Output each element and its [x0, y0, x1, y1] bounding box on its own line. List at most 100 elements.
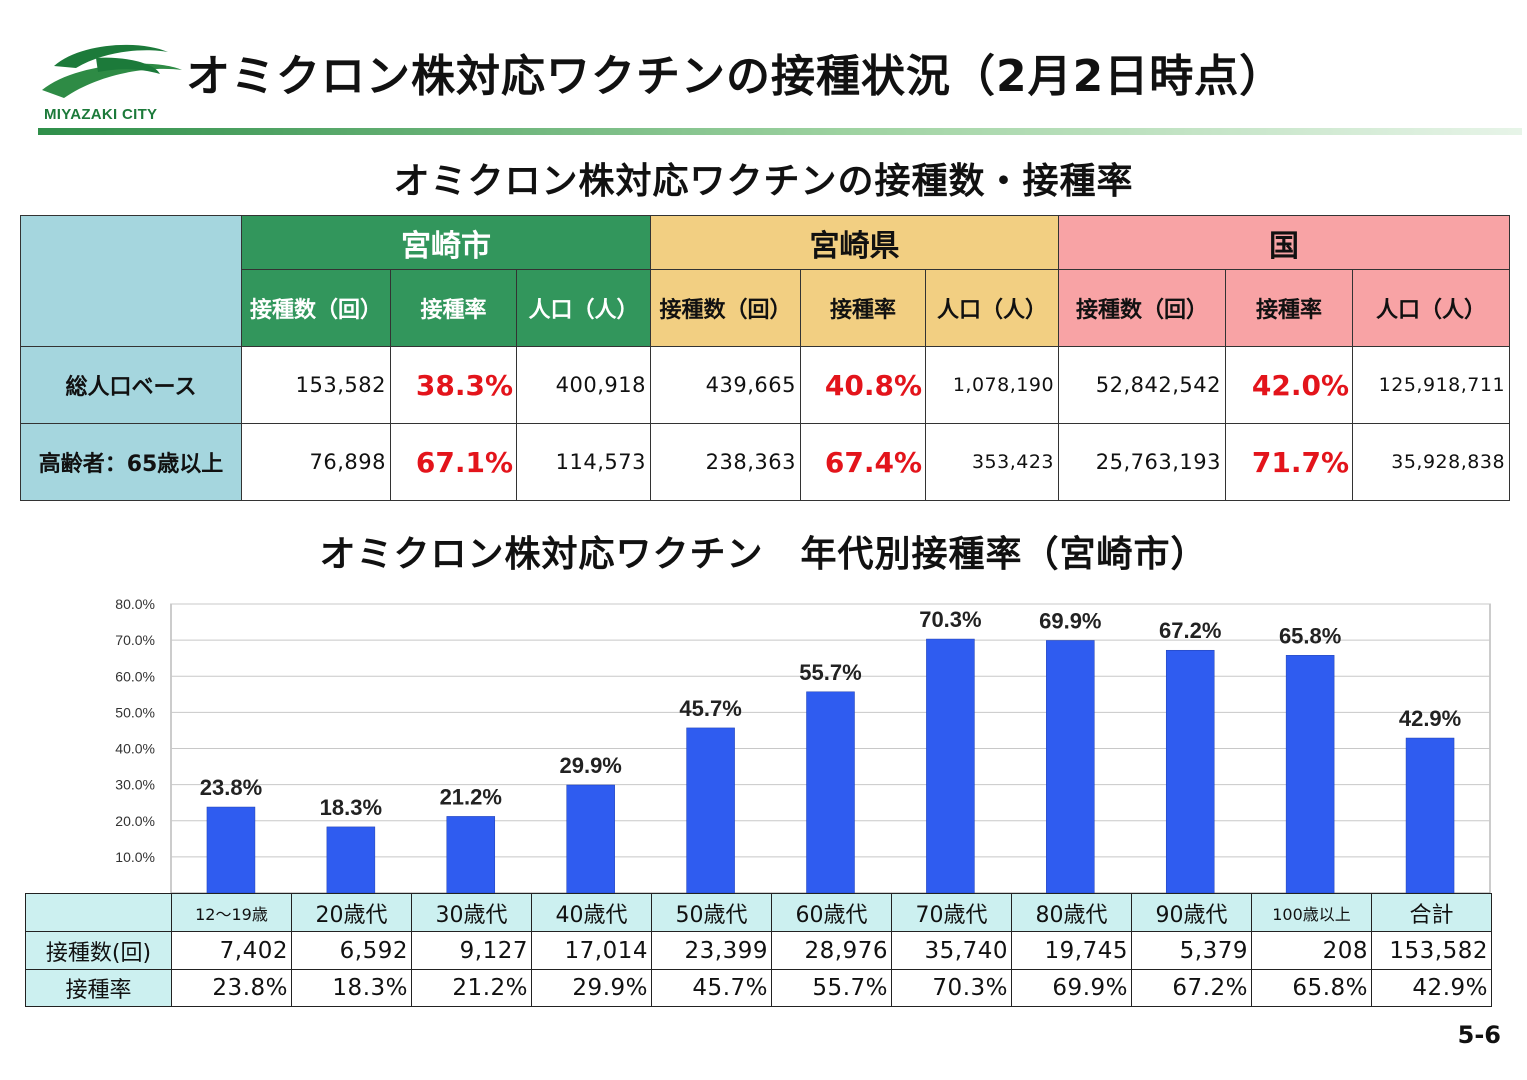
- title-divider: [38, 128, 1522, 135]
- bar: [1046, 640, 1095, 894]
- age-count-cell: 23,399: [651, 931, 772, 970]
- table-row-total-population: 総人口ベース 153,582 38.3% 400,918 439,665 40.…: [20, 346, 1511, 424]
- age-count-cell: 17,014: [531, 931, 652, 970]
- cell-population: 35,928,838: [1352, 423, 1511, 501]
- age-rate-cell: 45.7%: [651, 969, 772, 1007]
- age-rate-cell: 65.8%: [1251, 969, 1372, 1007]
- age-category-header: 合計: [1371, 893, 1492, 932]
- age-rate-cell: 70.3%: [891, 969, 1012, 1007]
- age-rate-cell: 67.2%: [1131, 969, 1252, 1007]
- cell-population: 125,918,711: [1352, 346, 1511, 424]
- vaccination-rate-table: 宮崎市 宮崎県 国 接種数（回） 接種率 人口（人） 接種数（回） 接種率 人口…: [20, 215, 1511, 501]
- bar: [566, 784, 615, 894]
- row-label: 接種数(回): [25, 931, 172, 970]
- cell-rate: 40.8%: [800, 346, 927, 424]
- cell-count: 76,898: [241, 423, 391, 501]
- age-count-cell: 208: [1251, 931, 1372, 970]
- column-header-population: 人口（人）: [925, 269, 1060, 347]
- age-rate-cell: 55.7%: [771, 969, 892, 1007]
- column-header-population: 人口（人）: [1352, 269, 1511, 347]
- data-label: 45.7%: [679, 696, 741, 721]
- age-count-cell: 28,976: [771, 931, 892, 970]
- column-header-count: 接種数（回）: [241, 269, 391, 347]
- cell-rate: 71.7%: [1225, 423, 1354, 501]
- cell-rate: 42.0%: [1225, 346, 1354, 424]
- column-header-count: 接種数（回）: [650, 269, 802, 347]
- age-count-cell: 35,740: [891, 931, 1012, 970]
- y-tick-label: 50.0%: [115, 704, 155, 720]
- age-count-row: 接種数(回) 7,402 6,592 9,127 17,014 23,399 28,976…: [25, 931, 1492, 970]
- age-category-header: 100歳以上: [1251, 893, 1372, 932]
- row-label: 接種率: [25, 969, 172, 1007]
- age-rate-cell: 42.9%: [1371, 969, 1492, 1007]
- bar: [1405, 737, 1455, 894]
- logo-text: MIYAZAKI CITY: [44, 106, 158, 123]
- age-rate-cell: 21.2%: [411, 969, 532, 1007]
- column-header-rate: 接種率: [390, 269, 517, 347]
- data-label: 29.9%: [559, 753, 621, 778]
- bar: [326, 826, 376, 894]
- age-category-header: 50歳代: [651, 893, 772, 932]
- data-label: 23.8%: [200, 775, 262, 800]
- cell-rate: 67.4%: [800, 423, 927, 501]
- bar: [206, 806, 256, 894]
- age-count-cell: 19,745: [1011, 931, 1132, 970]
- cell-rate: 38.3%: [390, 346, 517, 424]
- cell-count: 52,842,542: [1058, 346, 1227, 424]
- age-header-row: 12～19歳 20歳代 30歳代 40歳代 50歳代 60歳代 70歳代 80歳代 90歳代 10…: [25, 893, 1492, 932]
- y-tick-label: 60.0%: [115, 668, 155, 684]
- y-tick-label: 10.0%: [115, 849, 155, 865]
- age-rate-cell: 69.9%: [1011, 969, 1132, 1007]
- data-label: 65.8%: [1279, 623, 1341, 648]
- age-rate-row: 接種率 23.8% 18.3% 21.2% 29.9% 45.7% 55.7% 70.3% 6…: [25, 969, 1492, 1007]
- y-tick-label: 70.0%: [115, 632, 155, 648]
- table-title: オミクロン株対応ワクチンの接種数・接種率: [393, 161, 1134, 202]
- cell-count: 439,665: [650, 346, 802, 424]
- bar: [1285, 655, 1335, 894]
- age-rate-cell: 18.3%: [291, 969, 412, 1007]
- age-category-header: 90歳代: [1131, 893, 1252, 932]
- group-header-nation: 国: [1058, 215, 1511, 270]
- y-tick-label: 20.0%: [115, 813, 155, 829]
- table-corner-cell: [25, 893, 172, 932]
- chart-title: オミクロン株対応ワクチン 年代別接種率（宮崎市）: [319, 534, 1208, 575]
- age-category-header: 80歳代: [1011, 893, 1132, 932]
- age-count-cell: 5,379: [1131, 931, 1252, 970]
- cell-rate: 67.1%: [390, 423, 517, 501]
- cell-count: 25,763,193: [1058, 423, 1227, 501]
- data-label: 21.2%: [440, 784, 502, 809]
- data-label: 55.7%: [799, 660, 861, 685]
- age-rate-cell: 23.8%: [171, 969, 292, 1007]
- cell-population: 114,573: [515, 423, 652, 501]
- age-category-header: 30歳代: [411, 893, 532, 932]
- cell-population: 1,078,190: [925, 346, 1060, 424]
- cell-count: 153,582: [241, 346, 391, 424]
- bar: [1165, 649, 1215, 894]
- age-category-header: 40歳代: [531, 893, 652, 932]
- group-header-miyazaki-pref: 宮崎県: [650, 215, 1060, 270]
- column-header-population: 人口（人）: [515, 269, 652, 347]
- page-number: 5-6: [1457, 1021, 1501, 1049]
- data-label: 67.2%: [1159, 618, 1221, 643]
- age-category-header: 60歳代: [771, 893, 892, 932]
- data-label: 69.9%: [1039, 608, 1101, 633]
- age-count-cell: 153,582: [1371, 931, 1492, 970]
- y-tick-label: 80.0%: [115, 596, 155, 612]
- cell-count: 238,363: [650, 423, 802, 501]
- age-count-cell: 7,402: [171, 931, 292, 970]
- table-row-elderly: 高齢者：65歳以上 76,898 67.1% 114,573 238,363 6…: [20, 423, 1511, 501]
- age-count-cell: 6,592: [291, 931, 412, 970]
- y-tick-label: 30.0%: [115, 777, 155, 793]
- data-label: 42.9%: [1399, 706, 1461, 731]
- y-tick-label: 40.0%: [115, 741, 155, 757]
- row-label: 高齢者：65歳以上: [20, 423, 242, 501]
- column-header-count: 接種数（回）: [1058, 269, 1227, 347]
- age-category-header: 70歳代: [891, 893, 1012, 932]
- column-header-rate: 接種率: [1225, 269, 1354, 347]
- bar: [926, 638, 975, 894]
- group-header-miyazaki-city: 宮崎市: [240, 215, 652, 270]
- data-label: 70.3%: [919, 607, 981, 632]
- age-group-data-table: 12～19歳 20歳代 30歳代 40歳代 50歳代 60歳代 70歳代 80歳代 90歳代 10…: [25, 893, 1492, 1007]
- bar: [806, 691, 855, 894]
